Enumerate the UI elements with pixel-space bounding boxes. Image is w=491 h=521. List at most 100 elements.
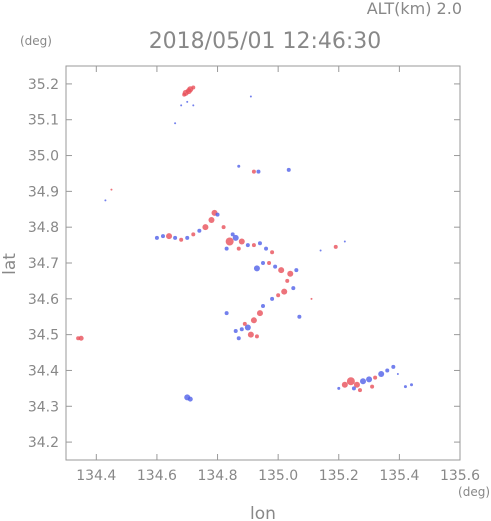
data-point [286, 167, 291, 172]
data-point [254, 334, 259, 339]
data-point [261, 303, 265, 308]
data-point [185, 235, 190, 240]
data-point [104, 199, 107, 202]
y-tick-label: 35.2 [28, 77, 59, 93]
data-point [251, 169, 256, 174]
data-point [202, 224, 209, 231]
data-point [232, 234, 239, 241]
data-point [267, 261, 272, 265]
data-point [278, 267, 285, 274]
data-point [281, 288, 288, 295]
chart-title: 2018/05/01 12:46:30 [149, 29, 382, 54]
data-point [173, 235, 178, 240]
data-point [238, 238, 245, 245]
data-point [341, 381, 348, 388]
data-point [353, 381, 360, 388]
data-point [236, 336, 241, 341]
data-point [257, 241, 262, 246]
data-point [270, 250, 275, 255]
data-point [276, 293, 281, 298]
data-point [270, 296, 275, 301]
data-point [396, 373, 399, 376]
data-point [180, 104, 183, 107]
data-point [370, 384, 375, 389]
data-point [191, 85, 196, 90]
data-point [215, 212, 220, 217]
data-point [154, 235, 159, 240]
x-ticks: 134.4 134.6 134.8 135.0 135.2 135.4 135.6 [76, 66, 480, 484]
data-point [346, 377, 355, 386]
data-point [233, 329, 238, 334]
x-tick-label: 135.6 [440, 468, 480, 484]
data-point [239, 327, 244, 332]
y-axis-label: lat [0, 253, 20, 275]
data-point [76, 336, 81, 341]
data-point [337, 386, 341, 390]
data-point [291, 286, 296, 291]
data-point [249, 95, 252, 98]
x-tick-label: 134.8 [197, 468, 237, 484]
y-tick-label: 34.9 [28, 184, 59, 200]
data-point [251, 243, 256, 248]
data-point [191, 232, 196, 237]
data-point [242, 321, 247, 326]
data-point [297, 314, 302, 319]
data-point [224, 246, 229, 251]
data-point [166, 233, 173, 240]
y-tick-label: 34.3 [28, 399, 59, 415]
x-unit: (deg) [458, 485, 490, 499]
data-point [366, 376, 373, 383]
x-axis-label: lon [250, 504, 276, 521]
y-tick-label: 34.8 [28, 220, 59, 236]
data-point [253, 265, 260, 272]
data-point [357, 388, 362, 393]
data-point [378, 371, 385, 378]
data-point [310, 297, 313, 300]
data-point [256, 310, 263, 317]
y-ticks: 34.2 34.3 34.4 34.5 34.6 34.7 34.8 34.9 35.0 35.1… [28, 77, 460, 451]
x-tick-label: 135.0 [258, 468, 298, 484]
data-point [333, 244, 338, 249]
data-point [224, 311, 229, 316]
data-point [236, 246, 241, 251]
data-point [343, 240, 346, 243]
data-point [319, 249, 322, 252]
data-point [247, 331, 254, 338]
data-point [245, 243, 250, 248]
data-point [179, 237, 184, 242]
data-point [264, 246, 269, 251]
data-point [78, 335, 84, 341]
data-point [385, 368, 390, 373]
y-unit: (deg) [20, 34, 52, 48]
data-points [76, 85, 414, 402]
data-point [410, 383, 414, 387]
data-point [287, 270, 294, 277]
y-tick-label: 34.7 [28, 256, 59, 272]
data-point [256, 169, 261, 174]
data-point [160, 234, 165, 239]
data-point [403, 385, 407, 389]
chart-subtitle: ALT(km) 2.0 [367, 0, 462, 18]
data-point [208, 217, 215, 224]
y-tick-label: 34.5 [28, 328, 59, 344]
data-point [351, 386, 356, 391]
data-point [192, 104, 195, 107]
data-point [174, 122, 177, 125]
data-point [373, 375, 378, 380]
data-point [273, 264, 278, 269]
y-tick-label: 34.6 [28, 292, 59, 308]
data-point [186, 100, 189, 103]
x-tick-label: 135.2 [319, 468, 359, 484]
data-point [221, 225, 226, 230]
x-tick-label: 135.4 [379, 468, 419, 484]
y-tick-label: 34.2 [28, 435, 59, 451]
data-point [182, 92, 187, 97]
data-point [285, 278, 290, 283]
x-tick-label: 134.4 [76, 468, 116, 484]
data-point [261, 261, 265, 265]
y-tick-label: 35.1 [28, 113, 59, 129]
data-point [187, 396, 193, 402]
data-point [391, 364, 396, 369]
data-point [237, 164, 241, 168]
